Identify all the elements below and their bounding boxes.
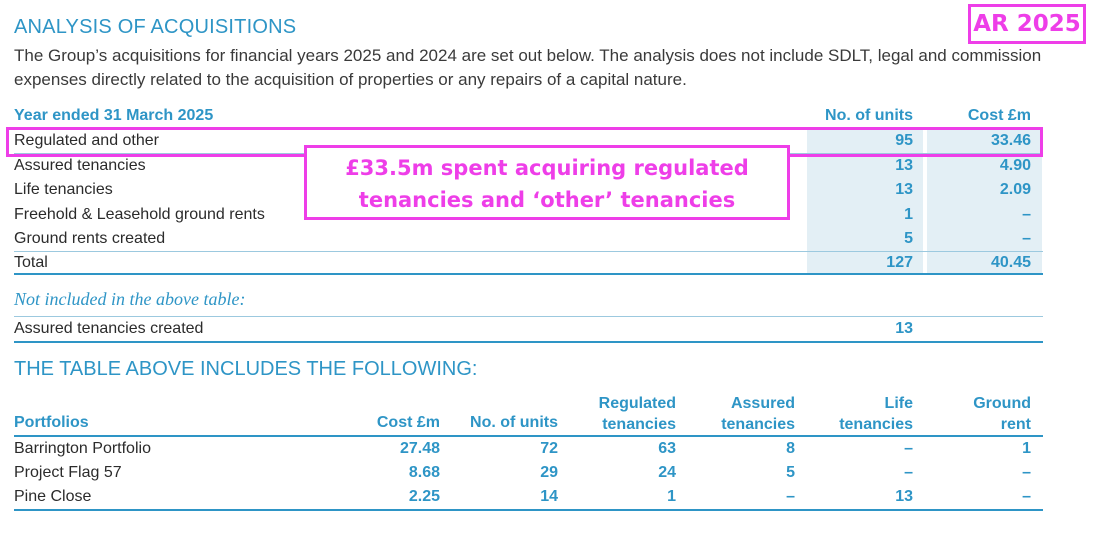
row-units: 95 [895,132,913,149]
units-column-shade [807,128,923,273]
table1-header-cost: Cost £m [967,107,1031,124]
t2-header-units: No. of units [470,414,558,431]
note-heading: Not included in the above table: [14,289,246,309]
row-label: Life tenancies [14,181,113,198]
t2-units: 29 [540,464,558,481]
t2-cost: 8.68 [408,464,440,481]
t2-header-portfolios: Portfolios [14,414,89,431]
t2-assured: 8 [786,440,795,457]
row-label: Assured tenancies [14,157,146,174]
total-cost: 40.45 [990,254,1031,271]
total-units: 127 [886,254,913,271]
note-bottom-rule [14,341,1043,343]
t2-life: – [904,440,913,457]
row-label: Regulated and other [14,132,159,149]
t2-regulated: 1 [667,488,676,505]
note-label: Assured tenancies created [14,320,204,337]
t2-name: Pine Close [14,488,92,505]
t2-header-life-line2: tenancies [839,416,913,433]
t2-assured: 5 [786,464,795,481]
table1-header-label: Year ended 31 March 2025 [14,107,214,124]
intro-paragraph: The Group’s acquisitions for financial y… [14,46,1042,89]
t2-life: – [904,464,913,481]
row-cost: – [1022,206,1031,223]
row-units: 13 [895,181,913,198]
t2-name: Barrington Portfolio [14,440,151,457]
t2-ground: – [1022,464,1031,481]
row-label: Ground rents created [14,230,166,247]
note-top-rule [14,316,1043,317]
t2-header-life: Life tenancies [810,393,913,435]
callout-box: £33.5m spent acquiring regulated tenanci… [304,145,790,220]
t2-header-ground-line1: Ground [973,395,1031,412]
t2-header-life-line1: Life [884,395,913,412]
t2-header-assured-line1: Assured [730,395,795,412]
t2-header-assured-line2: tenancies [721,416,795,433]
t2-units: 72 [540,440,558,457]
t2-header-regulated: Regulated tenancies [570,393,676,435]
total-divider [14,251,1043,252]
table1-bottom-rule [14,273,1043,275]
t2-header-ground-line2: rent [1000,416,1031,433]
section-title: THE TABLE ABOVE INCLUDES THE FOLLOWING: [14,358,478,380]
row-units: 5 [904,230,913,247]
t2-header-rule [14,435,1043,437]
report-badge: AR 2025 [968,4,1086,44]
row-units: 1 [904,206,913,223]
t2-bottom-rule [14,509,1043,511]
page-title: ANALYSIS OF ACQUISITIONS [14,16,297,38]
cost-column-shade [927,128,1042,273]
t2-header-ground: Ground rent [930,393,1031,435]
row-cost: 4.90 [999,157,1031,174]
t2-header-regulated-line2: tenancies [602,416,676,433]
t2-cost: 27.48 [399,440,440,457]
row-units: 13 [895,157,913,174]
t2-ground: 1 [1022,440,1031,457]
row-cost: – [1022,230,1031,247]
t2-assured: – [786,488,795,505]
t2-header-assured: Assured tenancies [690,393,795,435]
row-label: Freehold & Leasehold ground rents [14,206,265,223]
t2-header-cost: Cost £m [376,414,440,431]
row-cost: 33.46 [990,132,1031,149]
t2-regulated: 63 [658,440,676,457]
total-label: Total [14,254,48,271]
table1-header-units: No. of units [825,107,913,124]
t2-regulated: 24 [658,464,676,481]
note-units: 13 [895,320,913,337]
t2-life: 13 [895,488,913,505]
t2-cost: 2.25 [408,488,440,505]
t2-name: Project Flag 57 [14,464,122,481]
row-cost: 2.09 [999,181,1031,198]
callout-line-2: tenancies and ‘other’ tenancies [358,188,736,212]
t2-header-regulated-line1: Regulated [598,395,676,412]
t2-units: 14 [540,488,558,505]
callout-line-1: £33.5m spent acquiring regulated [345,156,749,180]
t2-ground: – [1022,488,1031,505]
